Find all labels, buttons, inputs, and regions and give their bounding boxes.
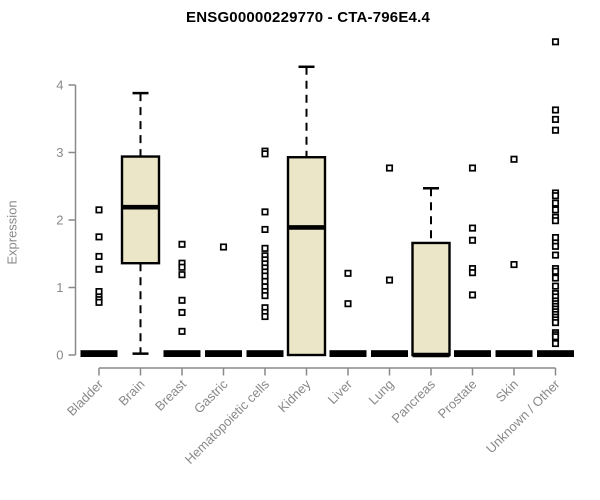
collapsed-box <box>163 350 201 357</box>
outlier-point <box>551 274 560 282</box>
y-tick-label: 3 <box>56 145 63 160</box>
outlier-point <box>261 150 269 158</box>
x-tick-label: Brain <box>116 377 148 409</box>
x-tick-label: Liver <box>325 376 356 407</box>
collapsed-box <box>80 350 118 357</box>
outlier-point <box>551 242 560 250</box>
x-tick-label: Lung <box>366 377 397 408</box>
outlier-point <box>261 312 269 321</box>
outlier-point <box>261 292 269 300</box>
outlier-point <box>468 269 477 277</box>
outlier-point <box>95 252 103 261</box>
x-tick-label: Bladder <box>64 376 107 419</box>
outlier-point <box>551 339 560 348</box>
outlier-point <box>261 244 269 252</box>
y-tick-label: 0 <box>56 348 63 363</box>
outlier-point <box>178 263 186 271</box>
outlier-point <box>468 291 477 299</box>
chart-title: ENSG00000229770 - CTA-796E4.4 <box>186 9 430 26</box>
outlier-point <box>95 206 103 214</box>
outlier-point <box>551 217 560 225</box>
outlier-point <box>261 225 269 234</box>
collapsed-box <box>537 350 574 357</box>
outlier-point <box>219 243 228 251</box>
outlier-point <box>551 251 560 259</box>
outlier-point <box>178 296 186 304</box>
outlier-point <box>178 308 186 317</box>
outlier-point <box>95 233 103 241</box>
outlier-point <box>344 300 352 308</box>
box <box>120 155 161 265</box>
outlier-point <box>468 236 477 244</box>
x-tick-label: Skin <box>493 377 521 405</box>
x-tick-label: Prostate <box>435 377 480 422</box>
outlier-point <box>551 206 560 214</box>
outlier-point <box>178 240 186 248</box>
collapsed-box <box>205 350 242 357</box>
outlier-point <box>468 224 477 232</box>
outlier-point <box>551 38 560 46</box>
outlier-point <box>385 276 394 284</box>
collapsed-box <box>495 350 533 357</box>
outlier-point <box>551 106 560 114</box>
x-tick-label: Pancreas <box>389 376 439 426</box>
outlier-point <box>385 164 394 172</box>
y-tick-label: 1 <box>56 280 63 295</box>
outlier-point <box>344 269 352 277</box>
outlier-point <box>551 192 560 200</box>
outlier-point <box>551 333 560 341</box>
outlier-point <box>551 199 560 207</box>
x-tick-label: Unknown / Other <box>483 376 563 456</box>
y-tick-label: 2 <box>56 213 63 228</box>
outlier-point <box>551 319 560 327</box>
collapsed-box <box>454 350 491 357</box>
outlier-point <box>468 164 477 172</box>
x-tick-label: Breast <box>152 376 189 413</box>
outlier-point <box>510 155 518 163</box>
box <box>411 241 451 357</box>
outlier-point <box>551 115 560 123</box>
x-tick-label: Kidney <box>275 376 314 415</box>
outlier-point <box>178 327 186 335</box>
outlier-point <box>510 261 518 269</box>
y-axis-title: Expression <box>4 200 20 265</box>
outlier-point <box>551 267 560 275</box>
collapsed-box <box>329 350 367 357</box>
outlier-point <box>551 126 560 134</box>
outlier-point <box>178 271 186 279</box>
outlier-point <box>95 298 103 306</box>
box <box>286 156 327 357</box>
collapsed-box <box>246 350 284 357</box>
outlier-point <box>95 265 103 273</box>
outlier-point <box>551 282 560 290</box>
y-tick-label: 4 <box>56 78 63 93</box>
outlier-point <box>261 208 269 216</box>
collapsed-box <box>371 350 408 357</box>
x-tick-label: Gastric <box>191 376 231 416</box>
